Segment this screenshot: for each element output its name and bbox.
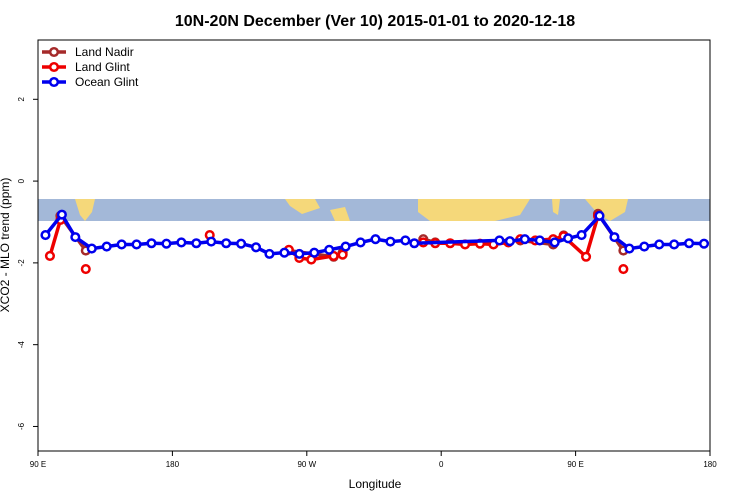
data-point [116, 239, 127, 250]
data-point [324, 244, 335, 255]
data-point [250, 242, 262, 253]
map-strip [38, 199, 710, 221]
data-point [519, 234, 530, 245]
data-point [191, 238, 202, 249]
legend-label: Land Nadir [75, 45, 134, 59]
data-point [40, 230, 51, 241]
x-tick-label: 90 E [30, 460, 46, 469]
series-line [48, 219, 63, 257]
y-tick-label: -6 [17, 422, 26, 430]
data-point [161, 238, 172, 249]
data-point [355, 237, 366, 248]
data-point [44, 250, 55, 261]
x-tick-label: 180 [703, 460, 717, 469]
data-point [654, 239, 665, 250]
data-point [669, 239, 680, 250]
data-point [534, 235, 545, 246]
data-point [101, 241, 112, 252]
data-point [624, 243, 635, 254]
legend-marker [48, 76, 60, 88]
x-tick-label: 90 E [567, 460, 583, 469]
data-point [337, 249, 348, 260]
data-point [576, 230, 587, 241]
data-point [504, 236, 515, 247]
data-point [131, 239, 142, 250]
data-point [494, 235, 505, 246]
data-point [594, 210, 605, 221]
data-point [549, 237, 560, 248]
y-tick-label: -2 [17, 259, 26, 267]
y-axis-label: XCO2 - MLO trend (ppm) [0, 178, 12, 313]
data-point [80, 263, 91, 275]
legend-label: Ocean Glint [75, 75, 139, 89]
data-point [698, 238, 710, 249]
y-tick-label: -4 [17, 341, 26, 349]
data-point [385, 236, 396, 247]
legend-marker [48, 46, 60, 58]
x-tick-label: 180 [166, 460, 180, 469]
data-point [340, 241, 351, 252]
data-point [146, 238, 157, 249]
data-point [609, 232, 620, 243]
data-point [206, 236, 217, 247]
data-point [221, 238, 232, 249]
plot-frame [37, 39, 711, 452]
data-point [684, 238, 695, 249]
y-tick-label: 0 [17, 178, 26, 183]
x-tick-label: 90 W [297, 460, 316, 469]
data-point [70, 232, 81, 243]
y-tick-label: 2 [17, 97, 26, 102]
plot-data [40, 208, 710, 275]
data-point [563, 233, 574, 244]
data-point [294, 248, 305, 259]
data-point [236, 238, 247, 249]
data-point [618, 263, 629, 275]
data-point [309, 247, 320, 258]
data-point [581, 251, 592, 262]
data-point [176, 237, 187, 248]
x-tick-label: 0 [439, 460, 444, 469]
data-point [86, 243, 97, 254]
data-point [279, 247, 290, 258]
chart-title: 10N-20N December (Ver 10) 2015-01-01 to … [175, 13, 575, 30]
data-point [56, 209, 67, 220]
legend-marker [48, 61, 60, 73]
data-point [409, 238, 420, 249]
data-point [370, 234, 381, 245]
data-point [639, 241, 650, 252]
data-point [264, 248, 275, 259]
legend-label: Land Glint [75, 60, 130, 74]
data-point [400, 235, 411, 246]
x-axis-label: Longitude [349, 477, 402, 491]
